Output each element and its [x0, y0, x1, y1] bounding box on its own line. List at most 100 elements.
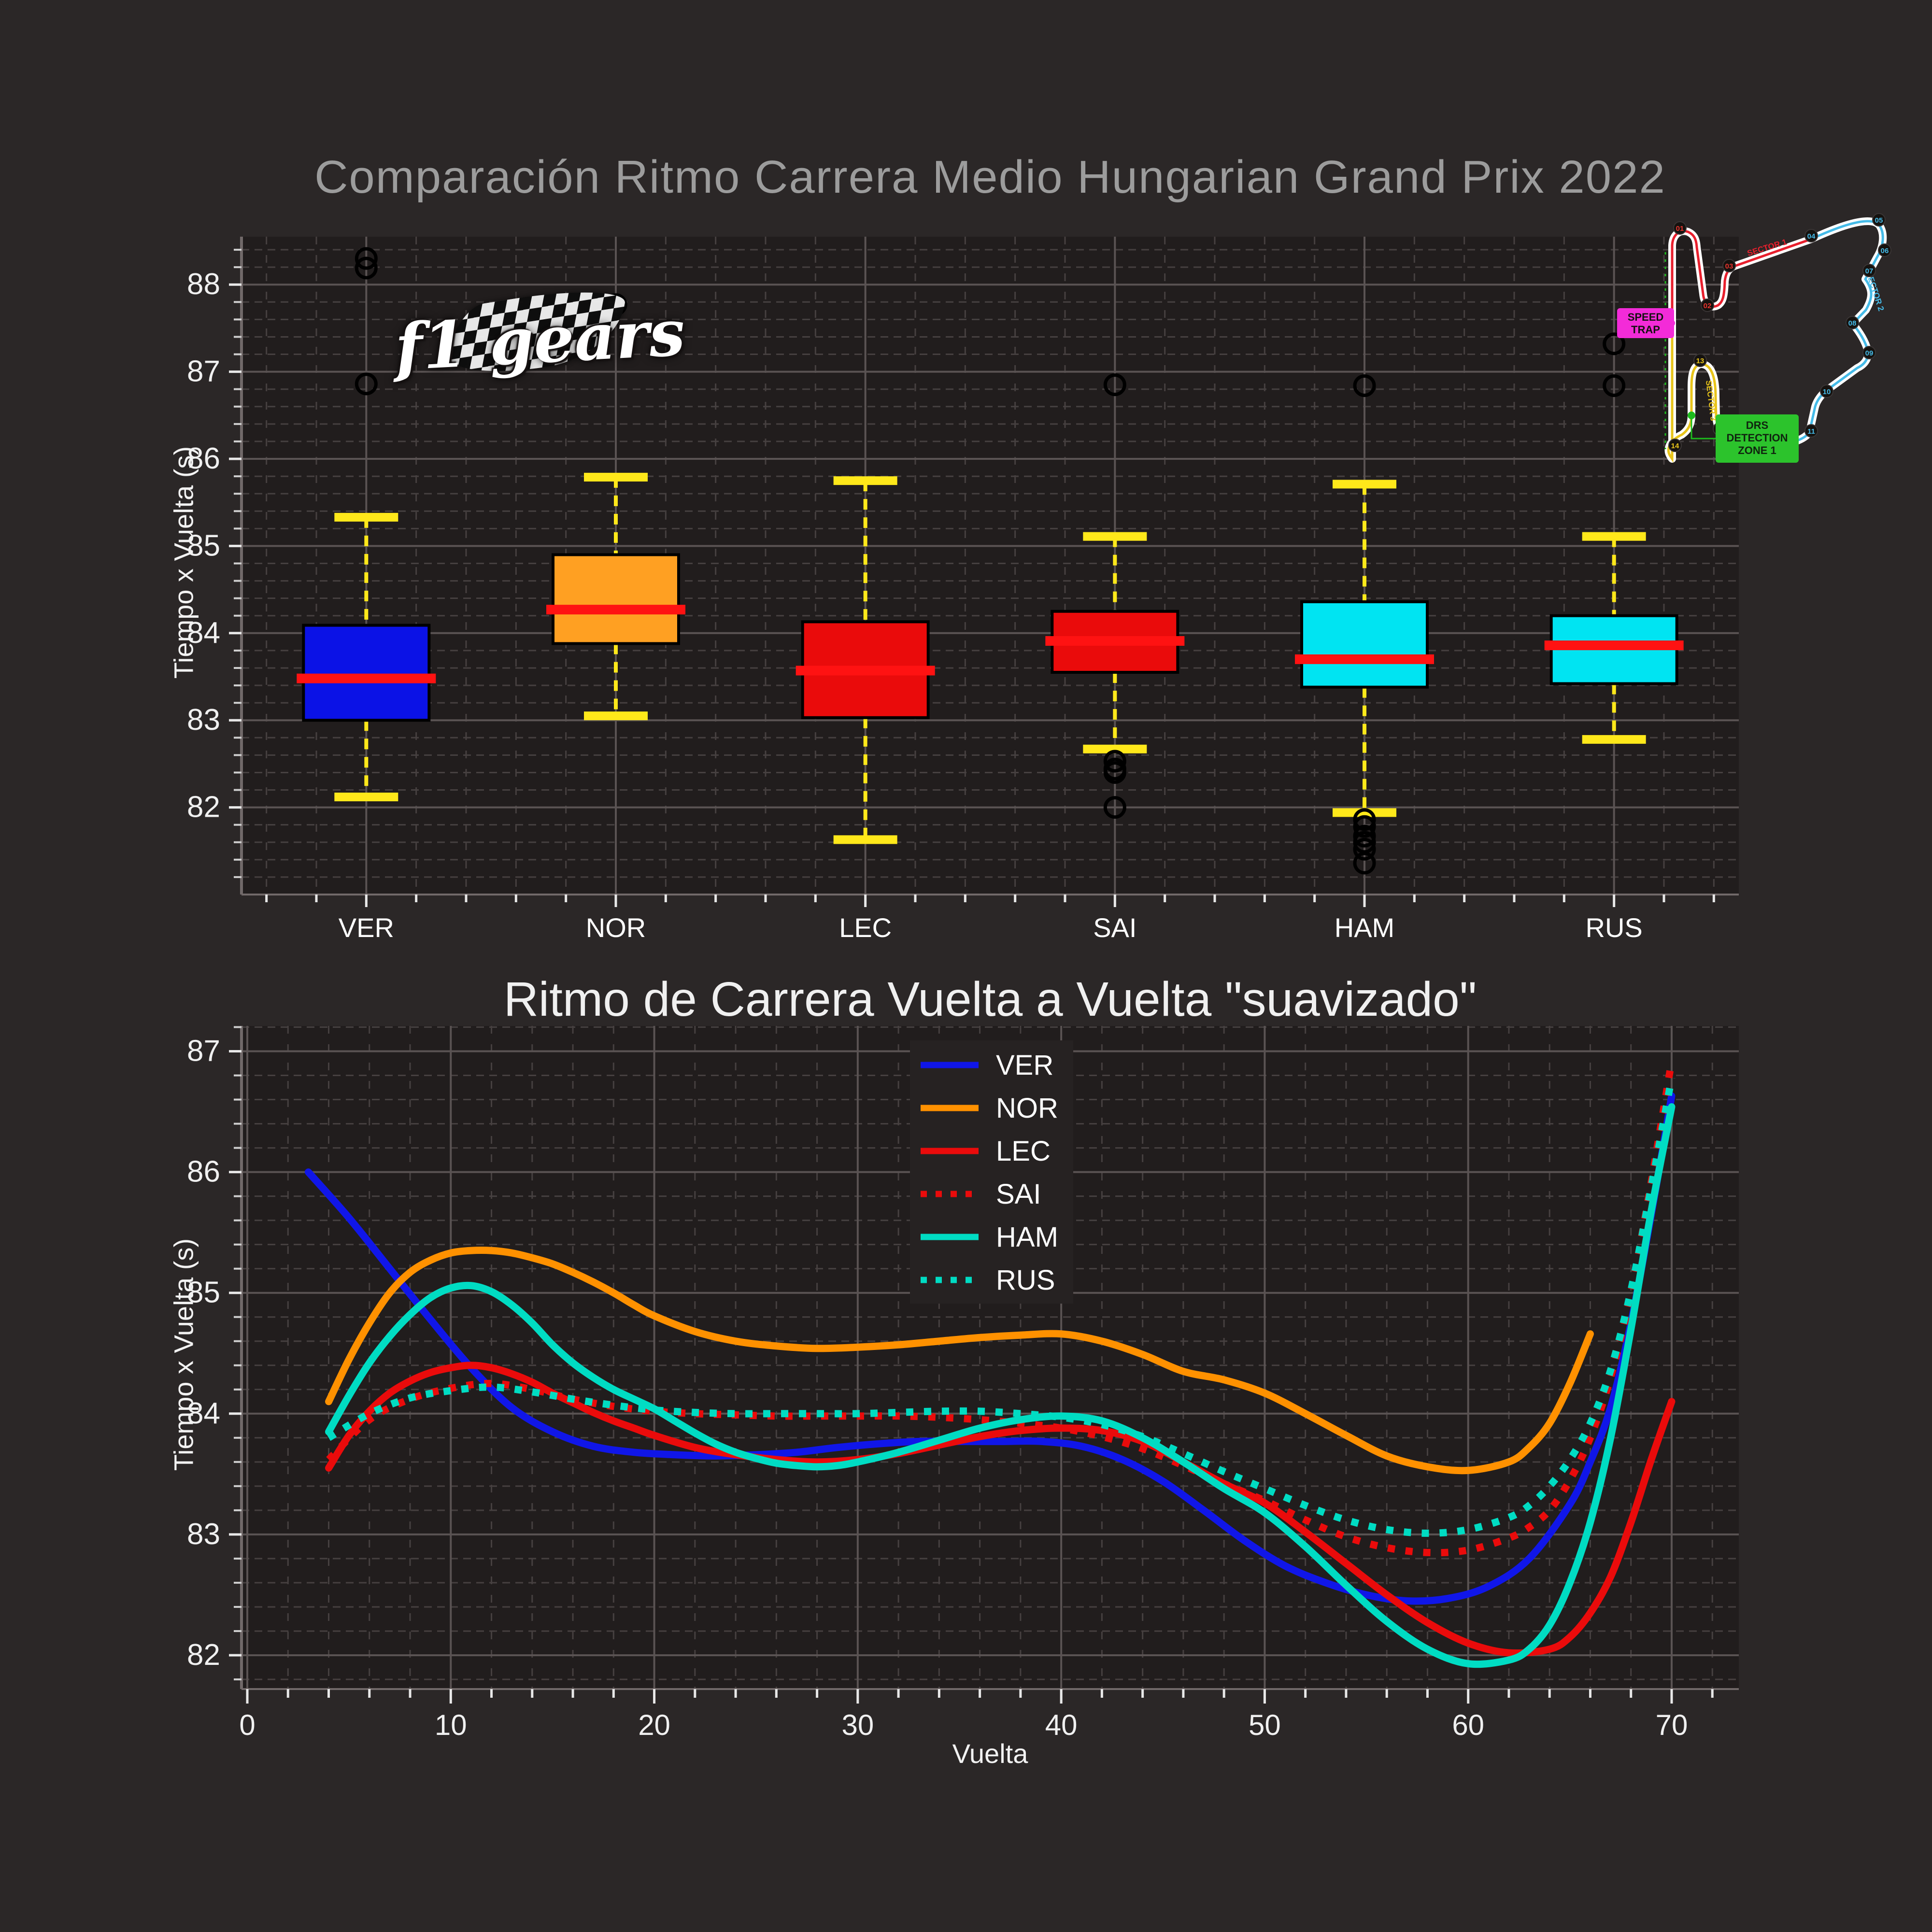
svg-text:ZONE 1: ZONE 1: [1738, 444, 1776, 456]
y-tick-label: 87: [187, 1035, 220, 1068]
outlier-point: [355, 372, 378, 396]
x-tick-label: 0: [239, 1709, 255, 1741]
boxplot-axes: 82 83 84 85 86 87 88 VER NOR LEC SAI HAM RUS: [187, 249, 1715, 943]
box-HAM: [1295, 374, 1434, 875]
turn-marker: [1722, 259, 1736, 272]
series-line-VER: [304, 1092, 1676, 1605]
x-tick-label: 30: [841, 1709, 874, 1741]
svg-text:13: 13: [1696, 357, 1705, 365]
outlier-point: [1603, 374, 1626, 397]
track-sector-2: [1780, 220, 1884, 445]
category-label: LEC: [839, 912, 892, 943]
y-tick-label: 82: [187, 791, 220, 824]
linechart-y-axis-label: Tiempo x Vuelta (s): [168, 1238, 199, 1471]
outlier-point: [1353, 815, 1376, 838]
outlier-point: [1353, 808, 1376, 831]
series-line-RUS: [327, 1077, 1676, 1537]
svg-text:DETECTION: DETECTION: [1726, 432, 1788, 444]
svg-text:SPEED: SPEED: [1628, 311, 1664, 323]
turn-marker: [1862, 264, 1876, 277]
turn-marker: [1846, 316, 1859, 329]
y-tick-label: 86: [187, 442, 220, 475]
y-tick-label: 83: [187, 703, 220, 737]
y-tick-label: 85: [187, 529, 220, 562]
outlier-point: [355, 247, 378, 270]
svg-text:04: 04: [1807, 232, 1816, 241]
turn-marker: [1820, 384, 1833, 398]
legend-label-VER: VER: [996, 1050, 1053, 1081]
outlier-point: [1353, 852, 1376, 875]
outlier-point: [1353, 838, 1376, 861]
category-label: NOR: [586, 912, 646, 943]
legend-label-LEC: LEC: [996, 1136, 1051, 1167]
y-tick-label: 85: [187, 1276, 220, 1309]
turn-marker: [1693, 354, 1707, 367]
turn-marker: [1878, 243, 1891, 257]
y-tick-label: 83: [187, 1518, 220, 1551]
y-tick-label: 86: [187, 1155, 220, 1189]
outlier-point: [1353, 824, 1376, 848]
svg-text:01: 01: [1676, 225, 1684, 233]
x-tick-label: 60: [1452, 1709, 1484, 1741]
svg-text:05: 05: [1875, 216, 1883, 225]
x-tick-label: 50: [1249, 1709, 1281, 1741]
linechart-series: [304, 1060, 1676, 1668]
box-LEC: [796, 476, 935, 844]
series-line-HAM: [325, 1103, 1676, 1668]
x-tick-label: 10: [435, 1709, 467, 1741]
svg-text:03: 03: [1725, 262, 1733, 270]
svg-text:TRAP: TRAP: [1631, 324, 1660, 336]
turn-marker: [1872, 213, 1886, 227]
category-label: VER: [339, 912, 394, 943]
svg-text:08: 08: [1848, 319, 1857, 327]
outlier-point: [355, 256, 378, 280]
category-label: SAI: [1093, 912, 1136, 943]
y-tick-label: 82: [187, 1638, 220, 1672]
outlier-point: [1103, 761, 1126, 784]
svg-text:10: 10: [1823, 388, 1831, 396]
svg-text:07: 07: [1865, 267, 1874, 275]
boxplot-grid: [242, 237, 1739, 895]
box-SAI: [1045, 373, 1185, 819]
svg-text:06: 06: [1881, 247, 1889, 255]
subplot-title: Ritmo de Carrera Vuelta a Vuelta "suaviz…: [503, 972, 1477, 1026]
box-VER: [297, 247, 436, 801]
category-label: RUS: [1586, 912, 1643, 943]
turn-marker: [1804, 229, 1818, 242]
legend-label-SAI: SAI: [996, 1179, 1041, 1210]
outlier-point: [1103, 750, 1126, 773]
linechart-chart: 82 83 84 85 86 87 0 10 20 30 40 50 60 70 VER NOR LEC SAI H…: [187, 1026, 1739, 1741]
x-tick-label: 20: [638, 1709, 670, 1741]
y-tick-label: 84: [187, 616, 220, 650]
boxplot-y-axis-label: Tiempo x Vuelta (s): [168, 446, 199, 679]
box-NOR: [546, 293, 685, 721]
series-line-NOR: [325, 1247, 1594, 1475]
outlier-point: [1103, 796, 1126, 819]
legend-label-HAM: HAM: [996, 1222, 1058, 1253]
box-RUS: [1544, 332, 1684, 744]
x-tick-label: 40: [1045, 1709, 1078, 1741]
y-tick-label: 84: [187, 1397, 220, 1430]
watermark-logo: f1 gears: [393, 295, 687, 385]
linechart-legend: VER NOR LEC SAI HAM RUS: [910, 1040, 1073, 1304]
outlier-point: [1103, 373, 1126, 397]
legend-label-NOR: NOR: [996, 1093, 1058, 1124]
x-tick-label: 70: [1656, 1709, 1688, 1741]
y-tick-label: 88: [187, 268, 220, 301]
category-label: HAM: [1335, 912, 1394, 943]
linechart-x-axis-label: Vuelta: [952, 1738, 1028, 1769]
series-line-LEC: [325, 1362, 1676, 1657]
svg-text:DRS: DRS: [1746, 419, 1768, 431]
legend-box: [910, 1040, 1073, 1304]
turn-marker: [1862, 346, 1876, 359]
outlier-point: [1603, 332, 1626, 355]
svg-text:02: 02: [1704, 302, 1712, 310]
page-title: Comparación Ritmo Carrera Medio Hungaria…: [314, 151, 1666, 203]
outlier-point: [1353, 374, 1376, 397]
y-tick-label: 87: [187, 355, 220, 388]
turn-marker: [1701, 298, 1714, 312]
